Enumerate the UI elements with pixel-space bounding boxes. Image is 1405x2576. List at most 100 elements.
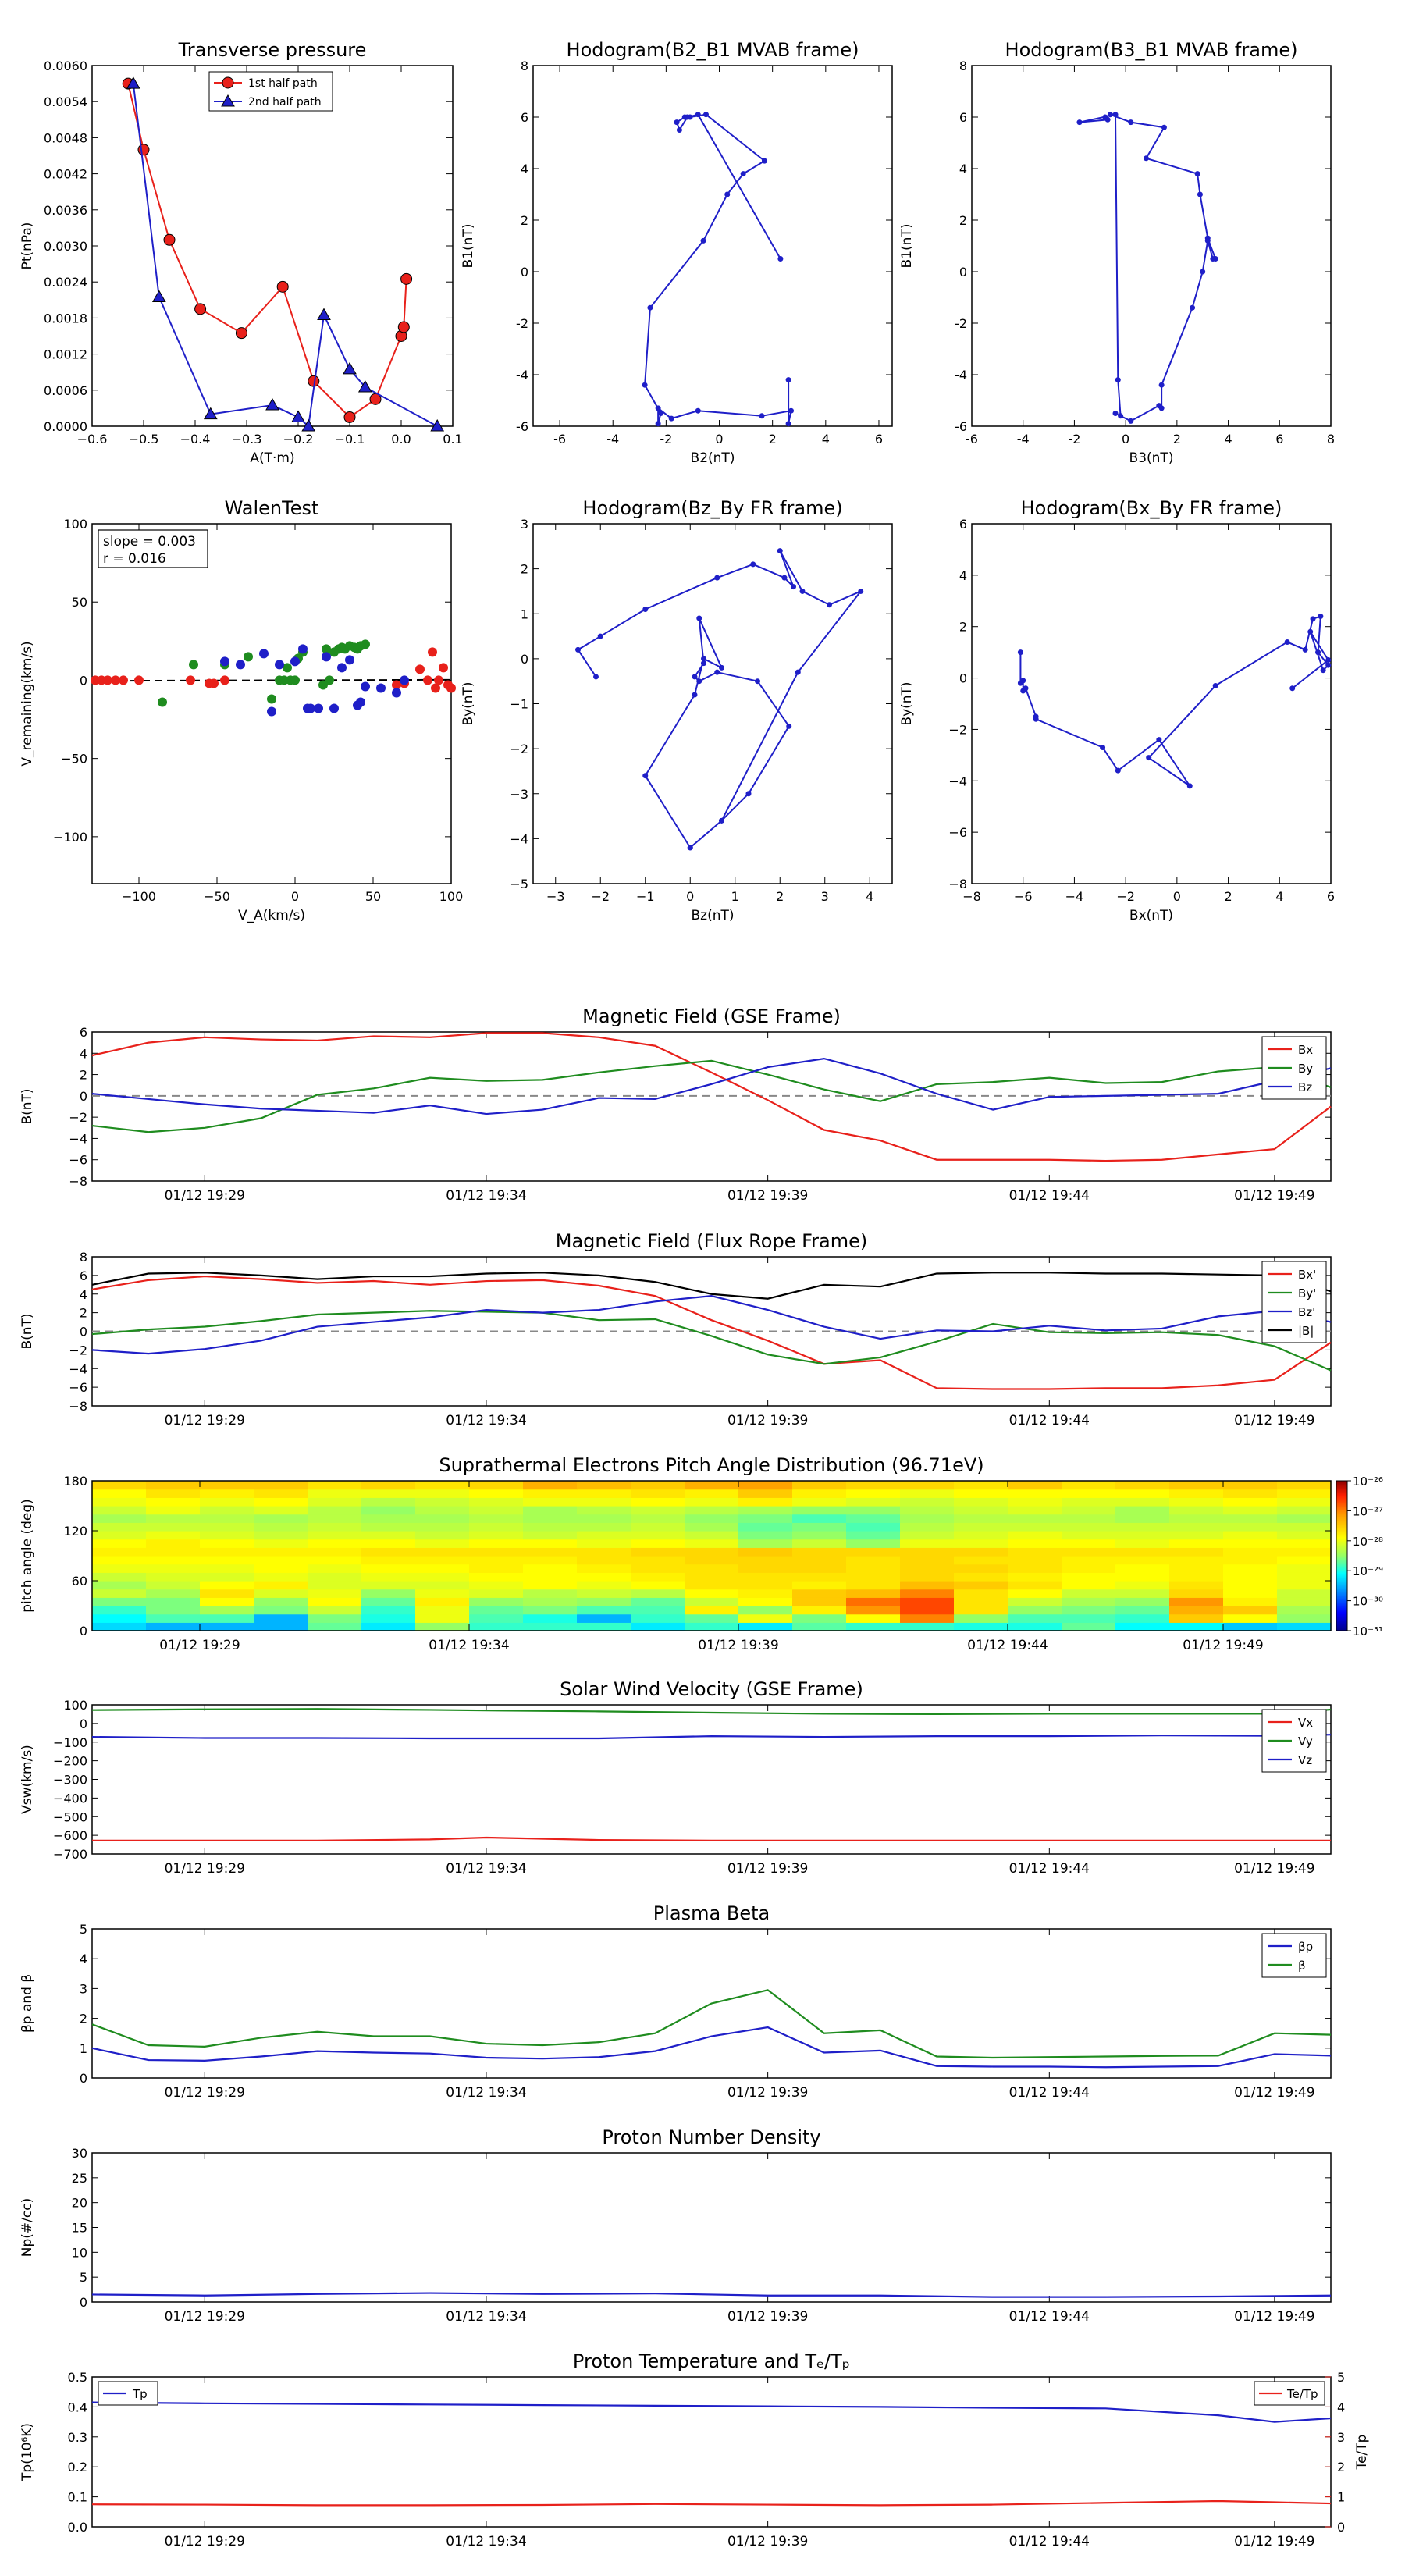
series-1st-half-path-point: [343, 411, 356, 423]
heatmap-cell: [469, 1614, 524, 1623]
heatmap-cell: [1169, 1572, 1224, 1582]
y-axis-label: βp and β: [20, 1974, 35, 2033]
plot-frame: [91, 65, 454, 427]
heatmap-cell: [469, 1531, 524, 1540]
time-tick-label: 01/12 19:39: [727, 2085, 808, 2101]
y-tick-label: 0.1: [68, 2490, 87, 2505]
series-1st-half-path-point: [397, 321, 410, 333]
scatter-point: [392, 688, 401, 698]
heatmap-cell: [631, 1522, 685, 1532]
y-tick-label: 0.2: [68, 2460, 87, 2475]
heatmap-cell: [361, 1622, 416, 1631]
heatmap-cell: [415, 1506, 470, 1515]
chart-title: Suprathermal Electrons Pitch Angle Distr…: [439, 1454, 984, 1476]
time-tick-label: 01/12 19:34: [446, 1413, 526, 1429]
y-axis-label: Tp(10⁶K): [20, 2423, 35, 2482]
heatmap-cell: [900, 1606, 955, 1615]
heatmap-cell: [415, 1547, 470, 1557]
y-tick-label: −6: [69, 1153, 87, 1168]
heatmap-cell: [954, 1564, 1008, 1573]
heatmap-cell: [738, 1514, 793, 1523]
y-tick-label: -6: [516, 419, 528, 434]
heatmap-cell: [1223, 1614, 1278, 1623]
y-tick-label: 30: [72, 2146, 87, 2161]
colorbar-label: 10⁻²⁸: [1353, 1535, 1383, 1549]
heatmap-cell: [361, 1564, 416, 1573]
chart-title: Transverse pressure: [178, 39, 367, 61]
series-0-point: [1200, 269, 1206, 275]
heatmap-cell: [1223, 1564, 1278, 1573]
y-tick-label: -4: [516, 368, 528, 382]
heatmap-cell: [200, 1514, 254, 1523]
heatmap-cell: [523, 1597, 578, 1606]
heatmap-cell: [1169, 1514, 1224, 1523]
y-tick-label: 20: [72, 2196, 87, 2211]
heatmap-cell: [1277, 1614, 1332, 1623]
heatmap-cell: [361, 1489, 416, 1498]
heatmap-cell: [1169, 1614, 1224, 1623]
heatmap-cell: [685, 1589, 739, 1598]
scatter-point: [439, 663, 448, 673]
heatmap-cell: [1008, 1539, 1062, 1548]
heatmap-cell: [200, 1489, 254, 1498]
heatmap-cell: [254, 1589, 308, 1598]
heatmap-cell: [577, 1572, 631, 1582]
heatmap-cell: [1223, 1522, 1278, 1532]
x-tick-label: 1: [731, 889, 739, 904]
heatmap-cell: [1008, 1522, 1062, 1532]
series-1st-half-path-line: [127, 83, 407, 418]
scatter-point: [220, 656, 229, 667]
heatmap-cell: [469, 1506, 524, 1515]
heatmap-cell: [685, 1522, 739, 1532]
y-tick-label: 0.0006: [44, 383, 87, 398]
heatmap-cell: [738, 1489, 793, 1498]
heatmap-cell: [361, 1589, 416, 1598]
heatmap-cell: [1115, 1597, 1170, 1606]
series-0-point: [750, 561, 756, 568]
legend-label: Te/Tp: [1286, 2387, 1318, 2401]
x-tick-label: 3: [821, 889, 829, 904]
time-tick-label: 01/12 19:34: [446, 2534, 526, 2549]
heatmap-cell: [308, 1539, 362, 1548]
y-tick-label: 0: [80, 1089, 87, 1104]
heatmap-cell: [469, 1564, 524, 1573]
y-tick-label: 2: [80, 1068, 87, 1083]
chart-hodogram-b2-b1: Hodogram(B2_B1 MVAB frame) -6 -4 -2 0 2 4 6 8 -6 -…: [461, 39, 893, 466]
chart-title: Proton Temperature and Tₑ/Tₚ: [573, 2350, 850, 2372]
series-2nd-half-path-point: [265, 398, 279, 411]
series-1st-half-path-point: [235, 327, 247, 340]
heatmap-cell: [577, 1622, 631, 1631]
y-tick-label: 0: [80, 2071, 87, 2086]
heatmap-cell: [792, 1572, 847, 1582]
heatmap-cell: [1062, 1481, 1116, 1490]
time-tick-label: 01/12 19:29: [165, 2085, 245, 2101]
x-tick-label: -4: [1017, 432, 1030, 447]
plot-frame: [91, 2152, 1332, 2303]
x-tick-label: −2: [591, 889, 610, 904]
x-axis-label: Bx(nT): [1129, 908, 1173, 923]
series-0-point: [1115, 377, 1121, 383]
y-tick-label: 0.0018: [44, 311, 87, 326]
y-tick-label: 0.0036: [44, 203, 87, 218]
x-tick-label: -2: [660, 432, 672, 447]
heatmap-cell: [200, 1606, 254, 1615]
heatmap-cell: [1169, 1497, 1224, 1507]
heatmap-cell: [954, 1589, 1008, 1598]
time-tick-label: 01/12 19:39: [727, 1861, 808, 1877]
heatmap-cell: [254, 1556, 308, 1565]
heatmap-cell: [1062, 1556, 1116, 1565]
time-tick-label: 01/12 19:29: [165, 2534, 245, 2549]
heatmap-cell: [1062, 1572, 1116, 1582]
y-tick-label: −500: [53, 1809, 87, 1824]
colorbar-label: 10⁻²⁷: [1353, 1504, 1383, 1518]
heatmap-cell: [1277, 1564, 1332, 1573]
heatmap-cell: [1277, 1622, 1332, 1631]
series-2nd-half-path-point: [301, 418, 316, 432]
heatmap-cell: [469, 1489, 524, 1498]
scatter-point: [322, 652, 331, 662]
legend-point: [222, 76, 234, 89]
heatmap-cell: [92, 1506, 147, 1515]
series-0-point: [1307, 628, 1314, 635]
heatmap-cell: [415, 1564, 470, 1573]
heatmap-cell: [685, 1606, 739, 1615]
